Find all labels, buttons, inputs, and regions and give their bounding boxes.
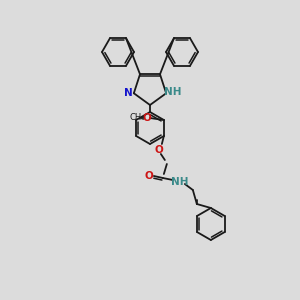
Text: O: O <box>142 113 151 123</box>
Text: NH: NH <box>164 87 182 97</box>
Text: N: N <box>124 88 133 98</box>
Text: O: O <box>154 145 163 155</box>
Text: O: O <box>145 171 153 181</box>
Text: NH: NH <box>171 177 189 187</box>
Text: CH₃: CH₃ <box>129 113 145 122</box>
